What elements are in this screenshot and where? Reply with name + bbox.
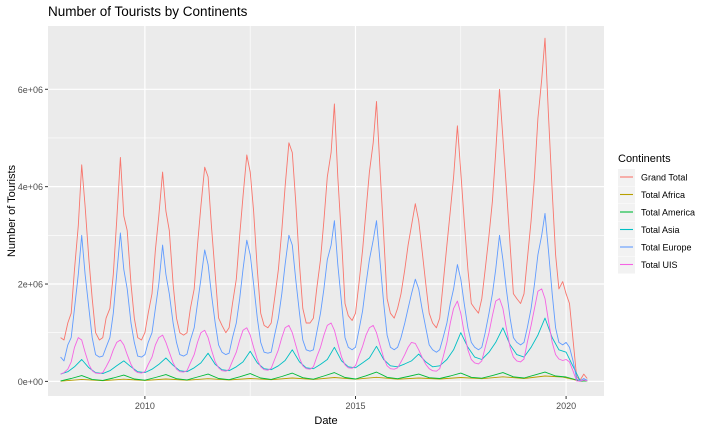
- legend: Continents Grand Total Total Africa Total …: [618, 153, 695, 274]
- x-tick-label: 2015: [345, 401, 365, 411]
- legend-label-total-america: Total America: [641, 208, 695, 218]
- y-axis-title: Number of Tourists: [6, 164, 18, 257]
- legend-label-grand-total: Grand Total: [641, 173, 687, 183]
- x-tick-label: 2010: [135, 401, 155, 411]
- x-axis: 2010 2015 2020: [135, 396, 576, 411]
- grid-major: [48, 26, 604, 396]
- series-lines: [60, 37, 588, 382]
- grid-minor: [48, 26, 604, 396]
- legend-items: Grand Total Total Africa Total America Tota…: [618, 169, 695, 274]
- y-axis: 0e+00 2e+06 4e+06 6e+06: [18, 85, 48, 387]
- series-line-total-europe: [60, 212, 588, 382]
- plot-panel: [48, 26, 604, 396]
- series-line-grand-total: [60, 37, 588, 381]
- legend-label-total-uis: Total UIS: [641, 260, 678, 270]
- x-axis-title: Date: [314, 415, 337, 427]
- series-line-total-africa: [60, 375, 588, 382]
- legend-label-total-europe: Total Europe: [641, 243, 692, 253]
- y-tick-label: 0e+00: [18, 377, 43, 387]
- chart-title: Number of Tourists by Continents: [48, 4, 248, 19]
- legend-label-total-africa: Total Africa: [641, 190, 685, 200]
- legend-title: Continents: [618, 153, 671, 165]
- series-line-total-america: [60, 371, 588, 382]
- series-line-total-asia: [60, 317, 588, 381]
- x-tick-label: 2020: [556, 401, 576, 411]
- legend-label-total-asia: Total Asia: [641, 225, 680, 235]
- y-tick-label: 2e+06: [18, 280, 43, 290]
- y-tick-label: 6e+06: [18, 85, 43, 95]
- y-tick-label: 4e+06: [18, 182, 43, 192]
- series-line-total-uis: [60, 288, 588, 382]
